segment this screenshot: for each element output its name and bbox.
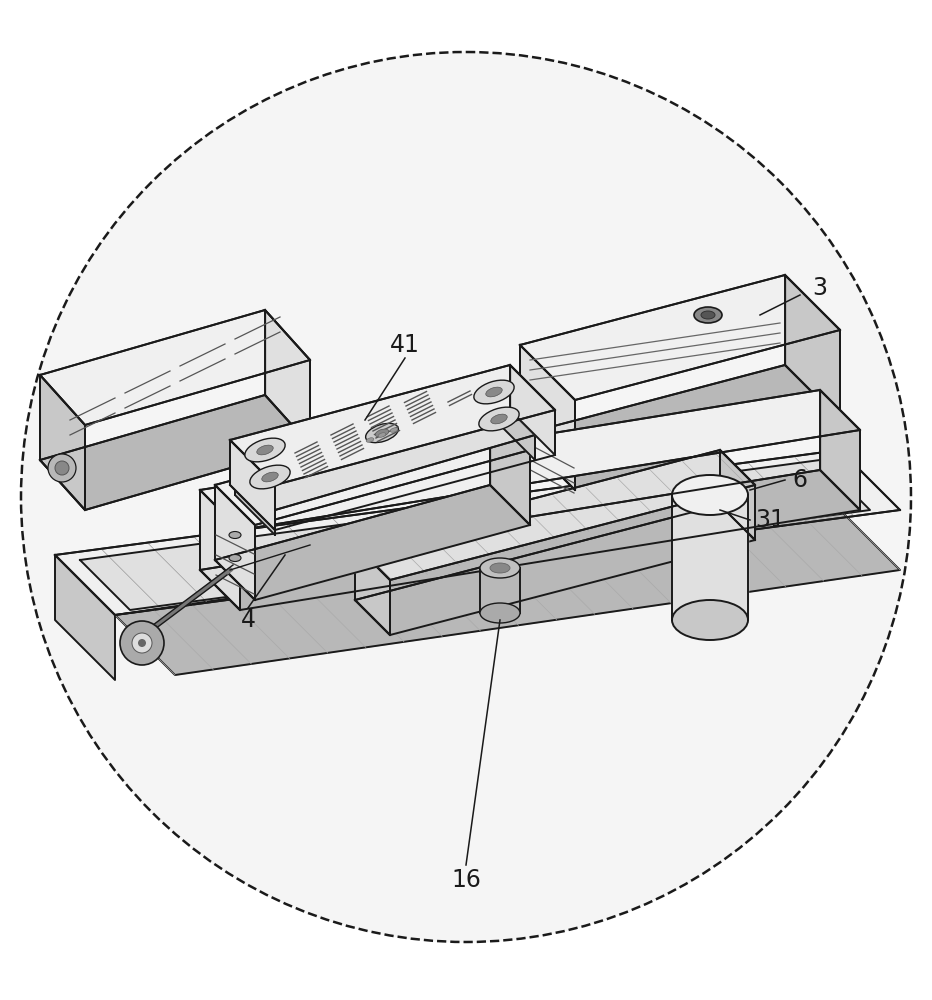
Polygon shape — [230, 440, 275, 530]
Ellipse shape — [256, 445, 273, 455]
Circle shape — [48, 454, 76, 482]
Ellipse shape — [480, 603, 520, 623]
Polygon shape — [520, 345, 575, 490]
Polygon shape — [40, 310, 310, 425]
Ellipse shape — [391, 428, 398, 432]
Polygon shape — [200, 390, 860, 530]
Polygon shape — [490, 410, 530, 525]
Circle shape — [132, 633, 152, 653]
Text: 3: 3 — [813, 276, 828, 300]
Polygon shape — [265, 310, 310, 445]
Text: 41: 41 — [391, 333, 420, 357]
Ellipse shape — [366, 438, 374, 442]
Polygon shape — [510, 365, 555, 455]
Circle shape — [21, 52, 911, 942]
Ellipse shape — [229, 532, 241, 538]
Polygon shape — [55, 555, 115, 680]
Polygon shape — [55, 450, 900, 615]
Ellipse shape — [479, 407, 519, 431]
Polygon shape — [355, 450, 755, 580]
Polygon shape — [215, 410, 530, 525]
Polygon shape — [115, 510, 900, 675]
Polygon shape — [355, 505, 755, 635]
Ellipse shape — [480, 558, 520, 578]
Polygon shape — [495, 395, 535, 460]
Polygon shape — [200, 470, 860, 610]
Polygon shape — [720, 450, 755, 540]
Polygon shape — [80, 460, 870, 610]
Polygon shape — [200, 490, 240, 610]
Polygon shape — [40, 395, 310, 510]
Polygon shape — [520, 365, 840, 490]
Ellipse shape — [229, 554, 241, 562]
Ellipse shape — [491, 414, 507, 424]
Ellipse shape — [262, 472, 279, 482]
Circle shape — [120, 621, 164, 665]
Polygon shape — [230, 365, 555, 485]
Polygon shape — [785, 275, 840, 420]
Ellipse shape — [376, 429, 389, 437]
Circle shape — [138, 639, 146, 647]
Polygon shape — [235, 470, 275, 535]
Ellipse shape — [701, 311, 715, 319]
Polygon shape — [215, 485, 255, 600]
Ellipse shape — [250, 465, 290, 489]
Ellipse shape — [378, 433, 386, 437]
Circle shape — [55, 461, 69, 475]
Ellipse shape — [672, 475, 748, 515]
Ellipse shape — [694, 307, 722, 323]
Ellipse shape — [365, 423, 398, 443]
Polygon shape — [820, 390, 860, 510]
Text: 4: 4 — [240, 608, 255, 632]
Ellipse shape — [672, 600, 748, 640]
Text: 31: 31 — [755, 508, 785, 532]
Ellipse shape — [245, 438, 285, 462]
Ellipse shape — [486, 387, 502, 397]
Polygon shape — [520, 275, 840, 400]
Ellipse shape — [473, 380, 514, 404]
Polygon shape — [672, 495, 748, 620]
Polygon shape — [355, 545, 390, 635]
Polygon shape — [235, 395, 535, 510]
Polygon shape — [215, 485, 530, 600]
Polygon shape — [40, 375, 85, 510]
Text: 16: 16 — [451, 868, 481, 892]
Text: 6: 6 — [792, 468, 807, 492]
Ellipse shape — [490, 563, 510, 573]
